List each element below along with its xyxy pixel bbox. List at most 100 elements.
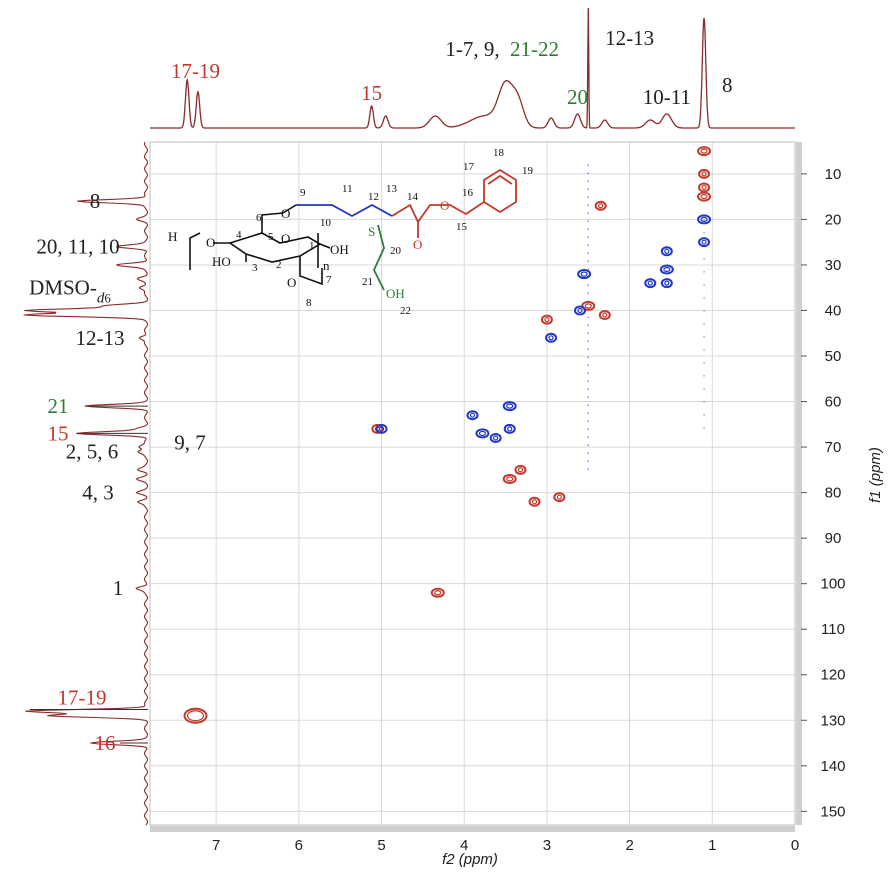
x-tick-label: 3 [543,837,551,854]
carbon-number: 2 [276,259,282,271]
top-spectrum-trace [150,7,795,129]
chemical-structure: H O HO O OH n O O S OH O O 9 11 12 13 14… [168,147,534,317]
cross-peak-contour [594,200,607,211]
cross-peak-contour [697,191,712,202]
left-spectrum-trace [23,141,149,826]
cross-peak [183,707,208,724]
carbon-number: 13 [386,183,398,195]
atom-o-ring: O [281,231,290,246]
cross-peak [528,496,541,507]
cross-peak-inner [598,203,604,209]
cross-peak-contour [660,246,673,257]
carbon-number: 20 [390,245,402,257]
cross-peak [503,423,516,434]
plot-border [149,141,796,826]
y-tick-label: 110 [821,621,845,638]
cross-peak-inner [664,280,670,286]
side-peak-label: 9, 7 [174,431,206,455]
y-tick-label: 20 [825,211,842,228]
cross-peak [502,473,517,484]
cross-peak [659,264,674,275]
x-axis-title: f2 (ppm) [442,851,498,868]
cross-peak-contour [577,269,592,280]
cross-peak-contour [660,278,673,289]
side-peak-label: 21 [48,394,69,418]
cross-peak [577,269,592,280]
y-tick-label: 50 [825,348,842,365]
cross-peak-inner [469,412,476,418]
cross-peak-contour [183,707,208,724]
atom-o-carbonyl: O [413,237,422,252]
subscript-number: 6 [104,290,111,305]
cross-peak-contour [466,410,479,421]
atom-oh-22: OH [386,286,405,301]
side-peak-label: 8 [90,189,101,213]
y-tick-label: 30 [825,257,842,274]
x-tick-label: 6 [295,837,303,854]
cross-peak [644,278,657,289]
cross-peak [514,464,527,475]
side-peak-label: 4, 3 [82,481,114,505]
cross-peak-inner [506,476,514,482]
y-tick-label: 90 [825,530,842,547]
cross-peak-contour [503,423,516,434]
cross-peak-inner [544,316,550,323]
y-axis-ticks: 10 20 30 40 50 60 70 80 90 100 110 120 130 140 150 [801,166,846,820]
side-peak-label: 20, 11, 10 [36,235,119,259]
y-axis-title: f1 (ppm) [867,447,884,503]
vertical-trace-lines [587,164,705,470]
cross-peak [502,401,517,412]
x-tick-label: 4 [460,837,468,854]
cross-peak-inner [701,184,707,191]
carbon-number: 10 [320,217,332,229]
carbon-number: 5 [268,231,274,243]
y-tick-label: 120 [820,667,845,684]
cross-peak-contour [430,587,445,598]
cross-peak [540,314,553,325]
y-tick-label: 150 [820,803,845,820]
carbon-number: 19 [522,165,534,177]
cross-peak-contour [371,423,384,434]
cross-peak-inner [507,426,513,432]
plot-frame [149,141,802,832]
carbon-number: 7 [326,274,332,286]
x-tick-label: 1 [708,837,716,854]
y-tick-label: 80 [825,485,842,502]
cross-peak-contour [698,168,711,179]
carbon-number: 6 [256,212,262,224]
cross-peak-inner [664,248,670,254]
cross-peak-inner [548,335,554,341]
carbon-number: 15 [456,221,468,233]
cross-peak-inner [663,266,671,273]
cross-peak-inner [506,403,514,409]
cross-peak [489,432,502,443]
carbon-number: 1 [309,240,315,252]
side-peak-labels: 8 20, 11, 10 DMSO-d6 12-13 21 15 9, 7 2, 5, 6 4,… [29,189,206,755]
top-peak-label: 15 [361,81,382,105]
carbon-number: 3 [252,262,258,274]
top-peak-label: 1-7, 9, [445,37,499,61]
top-peak-label: 12-13 [605,26,654,50]
cross-peak-inner [478,430,487,437]
cross-peak [375,423,388,434]
cross-peak-contour [553,492,566,503]
cross-peak-inner [531,499,538,505]
carbon-number: 17 [463,161,475,173]
cross-peak-contour [697,214,712,225]
side-peak-label: 12-13 [76,326,125,350]
cross-peak-inner [700,148,708,154]
cross-peak-inner [700,194,708,200]
top-peak-label: 8 [722,73,733,97]
cross-peak-inner [700,216,708,223]
cross-peak-inner [517,467,524,473]
linker-chain [296,203,393,218]
cross-peak-contour [659,264,674,275]
cross-peak-contour [698,182,711,193]
atom-h: H [168,229,177,244]
carbon-number: 11 [342,183,353,195]
carbon-number: 16 [462,187,474,199]
cross-peak-inner [701,171,707,177]
cross-peak [697,214,712,225]
